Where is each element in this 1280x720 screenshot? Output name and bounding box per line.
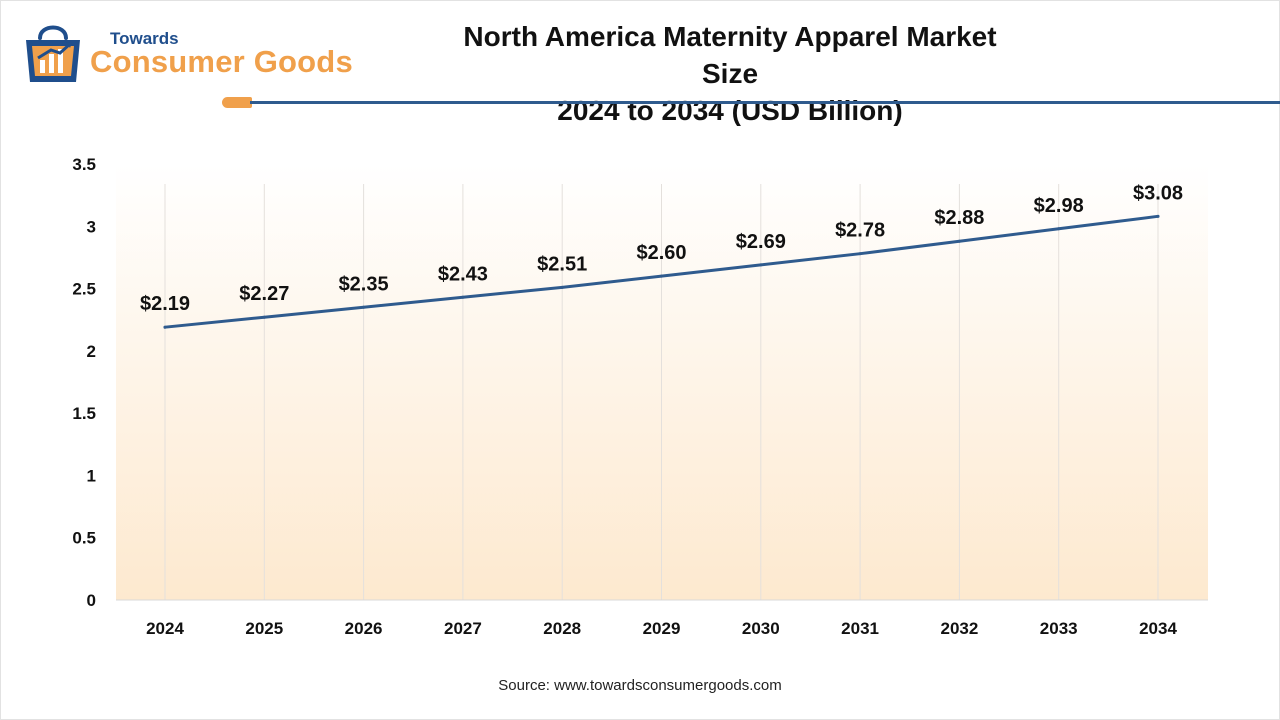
shopping-bag-icon [26, 25, 80, 82]
brand-name-main: Consumer Goods [90, 44, 353, 79]
y-tick-label: 2.5 [72, 280, 96, 299]
chart-title-line2: 2024 to 2034 (USD Billion) [557, 95, 903, 126]
x-tick-label: 2034 [1139, 619, 1177, 638]
data-label-2032: $2.88 [934, 207, 984, 229]
data-label-2027: $2.43 [438, 263, 488, 285]
x-tick-label: 2028 [543, 619, 581, 638]
x-tick-label: 2031 [841, 619, 879, 638]
x-tick-label: 2030 [742, 619, 780, 638]
y-tick-label: 3.5 [72, 155, 96, 174]
data-label-2025: $2.27 [239, 283, 289, 305]
data-label-2031: $2.78 [835, 220, 885, 242]
data-labels: $2.19 $2.27 $2.35 $2.43 $2.51 $2.60 $2.69 $2.78… [140, 182, 1183, 315]
data-point-2027 [461, 295, 465, 299]
data-point-2030 [759, 263, 763, 267]
x-tick-label: 2025 [245, 619, 283, 638]
chart-title: North America Maternity Apparel Market S… [450, 18, 1010, 129]
x-tick-label: 2027 [444, 619, 482, 638]
data-label-2033: $2.98 [1034, 195, 1084, 217]
data-point-2028 [560, 285, 564, 289]
data-point-2024 [163, 325, 167, 329]
x-tick-label: 2024 [146, 619, 184, 638]
axes: 0 0.5 1 1.5 2 2.5 3 3.5 2024 2025 2026 2027 2028 2029… [72, 155, 1208, 638]
x-tick-label: 2033 [1040, 619, 1078, 638]
data-point-2032 [957, 239, 961, 243]
data-label-2030: $2.69 [736, 231, 786, 253]
data-label-2034: $3.08 [1133, 182, 1183, 204]
y-tick-label: 2 [87, 342, 96, 361]
data-point-2025 [262, 315, 266, 319]
x-tick-label: 2029 [643, 619, 681, 638]
y-tick-label: 0.5 [72, 529, 96, 548]
data-point-2033 [1057, 227, 1061, 231]
brand-name-top: Towards [110, 29, 179, 48]
y-tick-label: 1 [87, 466, 96, 485]
y-tick-label: 3 [87, 217, 96, 236]
x-tick-label: 2032 [940, 619, 978, 638]
data-point-2026 [362, 305, 366, 309]
data-label-2028: $2.51 [537, 253, 587, 275]
divider-accent [222, 97, 252, 108]
brand-logo: Towards Consumer Goods [20, 16, 380, 88]
data-point-2031 [858, 252, 862, 256]
data-label-2024: $2.19 [140, 293, 190, 315]
source-note: Source: www.towardsconsumergoods.com [498, 677, 782, 694]
data-point-2029 [660, 274, 663, 278]
y-tick-label: 1.5 [72, 404, 96, 423]
data-label-2026: $2.35 [339, 273, 389, 295]
data-point-2034 [1156, 214, 1160, 218]
data-label-2029: $2.60 [636, 242, 686, 264]
header-divider [250, 101, 1280, 104]
chart-title-line1: North America Maternity Apparel Market S… [463, 21, 997, 89]
y-tick-label: 0 [87, 591, 96, 610]
x-tick-label: 2026 [345, 619, 383, 638]
series [163, 214, 1160, 329]
